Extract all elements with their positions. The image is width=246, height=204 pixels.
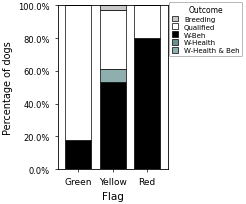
- Y-axis label: Percentage of dogs: Percentage of dogs: [3, 41, 13, 134]
- Bar: [65, 140, 91, 169]
- Bar: [134, 6, 160, 39]
- Bar: [100, 70, 125, 83]
- Bar: [134, 39, 160, 169]
- Bar: [100, 11, 125, 70]
- X-axis label: Flag: Flag: [102, 191, 123, 201]
- Bar: [100, 83, 125, 169]
- Bar: [65, 6, 91, 140]
- Legend: Breeding, Qualified, W-Beh, W-Health, W-Health & Beh: Breeding, Qualified, W-Beh, W-Health, W-…: [169, 3, 242, 57]
- Bar: [100, 6, 125, 11]
